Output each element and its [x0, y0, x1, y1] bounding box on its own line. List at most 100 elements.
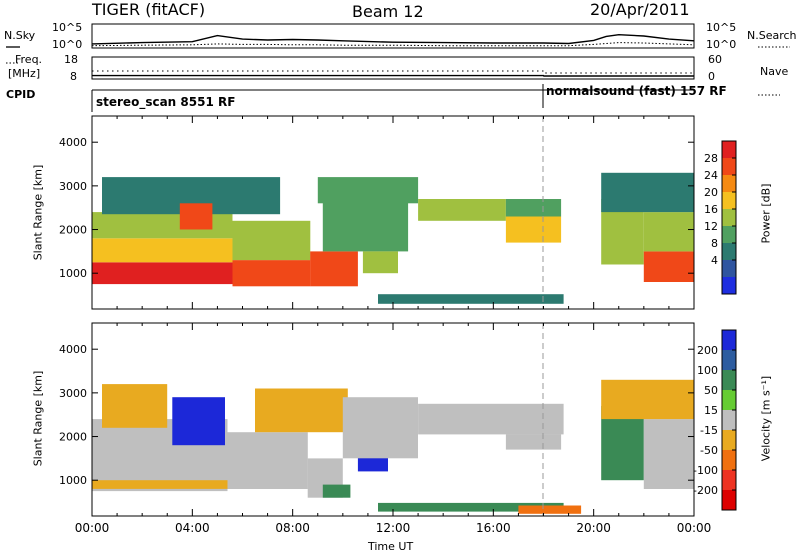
- vel-ytick-label-3: 4000: [59, 343, 87, 356]
- pow-region-4: [179, 203, 213, 230]
- velocity-colorbar-label: Velocity [m s⁻¹]: [759, 375, 773, 462]
- power-colorbar: 28 24 20 16 12 8 4: [704, 140, 737, 295]
- noise-sky-label: N.Sky: [4, 29, 36, 42]
- power-colorbar-segment-2: [722, 175, 736, 193]
- freq-line: [92, 70, 694, 74]
- power-colorbar-segment-6: [722, 243, 736, 261]
- power-colorbar-segment-1: [722, 158, 736, 176]
- velocity-colorbar-segment-6: [722, 450, 736, 471]
- velocity-colorbar-segment-2: [722, 370, 736, 391]
- velocity-colorbar-tick-label-7: -200: [693, 484, 718, 497]
- velocity-colorbar-segment-1: [722, 350, 736, 371]
- vel-region-5: [255, 388, 348, 433]
- vel-region-4: [227, 432, 308, 489]
- pow-ytick-label-0: 1000: [59, 267, 87, 280]
- power-colorbar-segment-0: [722, 141, 736, 159]
- vel-region-15: [643, 419, 694, 489]
- pow-region-17: [643, 212, 694, 252]
- power-colorbar-tick-label-0: 28: [704, 152, 718, 165]
- beam-title: Beam 12: [352, 2, 424, 21]
- velocity-colorbar-tick-label-2: 50: [704, 384, 718, 397]
- power-panel: 1000 2000 3000 4000: [59, 115, 695, 310]
- velocity-x-ticks: 00:00 04:00 08:00 12:00 16:00 20:00 00:00: [75, 323, 712, 535]
- pow-region-6: [232, 220, 311, 261]
- nave-ytick-bottom: 0: [708, 70, 715, 83]
- x-tick-label-1: 04:00: [175, 521, 210, 535]
- date-title: 20/Apr/2011: [590, 0, 690, 19]
- power-ylabel: Slant Range [km]: [31, 164, 45, 261]
- x-tick-label-5: 20:00: [576, 521, 611, 535]
- pow-region-7: [310, 251, 358, 287]
- x-tick-label-3: 12:00: [376, 521, 411, 535]
- velocity-colorbar-tick-label-5: -50: [700, 444, 718, 457]
- velocity-colorbar-tick-label-4: -15: [700, 424, 718, 437]
- vel-ytick-label-1: 2000: [59, 431, 87, 444]
- vel-region-3: [172, 397, 225, 446]
- velocity-colorbar-tick-label-3: 15: [704, 404, 718, 417]
- pow-region-10: [317, 177, 419, 204]
- vel-region-12: [378, 502, 564, 512]
- pow-ytick-label-1: 2000: [59, 224, 87, 237]
- noise-ytick-left-bottom: 10^0: [52, 38, 83, 51]
- vel-ytick-label-2: 3000: [59, 387, 87, 400]
- x-tick-label-0: 00:00: [75, 521, 110, 535]
- velocity-colorbar-frame: [721, 329, 737, 511]
- pow-region-12: [505, 216, 562, 243]
- noise-panel: [6, 23, 790, 49]
- nave-label: Nave: [760, 65, 789, 78]
- noise-sky-line: [91, 33, 695, 45]
- cpid-mode-1: stereo_scan 8551 RF: [96, 95, 236, 109]
- cpid-mode-2: normalsound (fast) 157 RF: [546, 84, 727, 98]
- power-colorbar-segment-4: [722, 209, 736, 227]
- pow-region-8: [322, 199, 409, 252]
- power-colorbar-label: Power [dB]: [759, 183, 773, 244]
- pow-region-11: [418, 199, 506, 221]
- noise-search-label: N.Search: [747, 29, 797, 42]
- velocity-colorbar-segment-3: [722, 390, 736, 411]
- radar-title: TIGER (fitACF): [92, 0, 206, 19]
- power-colorbar-tick-label-5: 8: [711, 237, 718, 250]
- velocity-y-ticks: 1000 2000 3000 4000: [59, 343, 694, 487]
- pow-region-5: [232, 260, 311, 287]
- power-colorbar-frame: [721, 140, 737, 295]
- pow-region-18: [601, 172, 694, 213]
- power-colorbar-segment-3: [722, 192, 736, 210]
- power-colorbar-tick-label-3: 16: [704, 203, 718, 216]
- x-tick-label-4: 16:00: [476, 521, 511, 535]
- power-colorbar-tick-label-1: 24: [704, 169, 718, 182]
- velocity-colorbar-segment-5: [722, 430, 736, 451]
- vel-region-8: [322, 484, 351, 498]
- cpid-label: CPID: [6, 88, 36, 101]
- pow-region-13: [505, 199, 562, 217]
- vel-region-2: [102, 384, 168, 428]
- pow-region-1: [92, 238, 233, 263]
- power-colorbar-tick-label-2: 20: [704, 186, 718, 199]
- power-y-ticks: 1000 2000 3000 4000: [59, 136, 694, 280]
- freq-label-line2: [MHz]: [8, 67, 41, 80]
- x-tick-label-2: 08:00: [275, 521, 310, 535]
- power-colorbar-segment-8: [722, 277, 736, 295]
- power-x-ticks: [91, 116, 695, 309]
- velocity-ylabel: Slant Range [km]: [31, 370, 45, 467]
- nave-ytick-top: 60: [708, 53, 722, 66]
- vel-region-16: [601, 379, 694, 420]
- power-colorbar-tick-label-4: 12: [704, 220, 718, 233]
- pow-ytick-label-2: 3000: [59, 180, 87, 193]
- x-axis-label: Time UT: [368, 540, 414, 553]
- noise-search-line: [91, 42, 695, 47]
- velocity-colorbar-segment-7: [722, 470, 736, 491]
- vel-region-10: [418, 403, 564, 435]
- vel-region-13: [518, 505, 582, 514]
- power-colorbar-segment-7: [722, 260, 736, 278]
- x-tick-label-6: 00:00: [677, 521, 712, 535]
- pow-ytick-label-3: 4000: [59, 136, 87, 149]
- velocity-colorbar: 200 100 50 15 -15 -50 -100 -200: [693, 329, 737, 511]
- velocity-colorbar-tick-label-1: 100: [697, 364, 718, 377]
- velocity-panel: 1000 2000 3000 4000 00:00 04:00 08:00 12:00 16:…: [59, 322, 712, 535]
- noise-ytick-right-bottom: 10^0: [706, 38, 737, 51]
- freq-ytick-top: 18: [64, 53, 78, 66]
- velocity-colorbar-segment-8: [722, 490, 736, 511]
- pow-region-9: [362, 251, 398, 274]
- pow-region-14: [378, 294, 564, 304]
